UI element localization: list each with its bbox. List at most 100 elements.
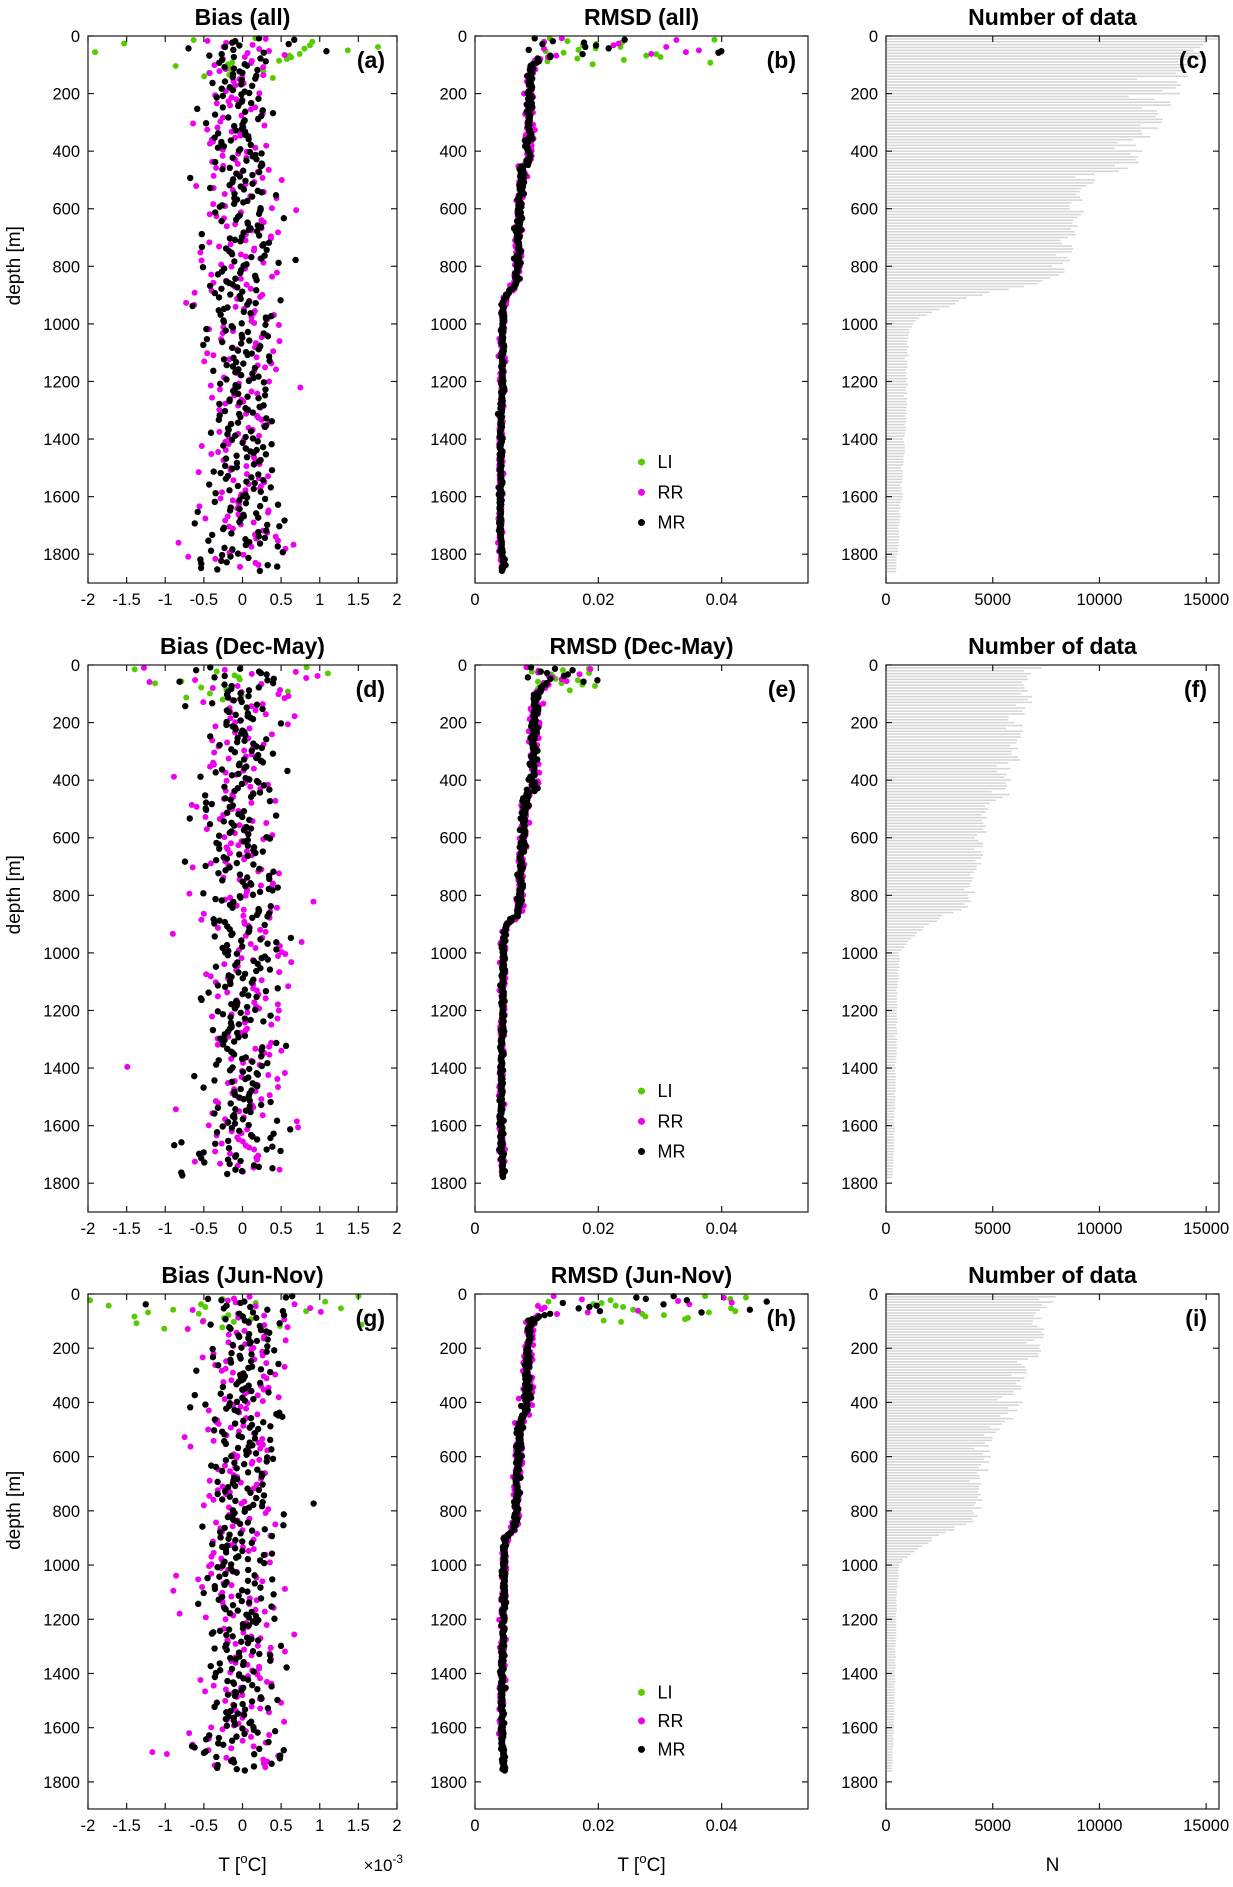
svg-text:0: 0 (881, 1220, 890, 1238)
svg-text:0: 0 (869, 28, 878, 46)
panel-h: RMSD (Jun-Nov) LI RR MR 0 0.02 0.04 0 200 400 600… (411, 1258, 822, 1887)
panel-d-plot: -2 -1.5 -1 -0.5 0 0.5 1 1.5 2 0 200 400 600 800 1000 12… (4, 657, 402, 1238)
svg-text:1800: 1800 (430, 1774, 467, 1792)
svg-text:600: 600 (850, 1449, 878, 1467)
svg-text:1200: 1200 (430, 1611, 467, 1629)
svg-text:1800: 1800 (430, 1175, 467, 1193)
svg-text:1200: 1200 (430, 373, 467, 391)
svg-text:1800: 1800 (430, 546, 467, 564)
svg-text:1600: 1600 (43, 1720, 80, 1738)
svg-text:0.5: 0.5 (270, 1817, 293, 1835)
svg-text:600: 600 (850, 201, 878, 219)
svg-text:1: 1 (315, 1817, 324, 1835)
svg-text:200: 200 (439, 715, 467, 733)
svg-text:0: 0 (458, 657, 467, 675)
svg-text:×10-3: ×10-3 (364, 1852, 404, 1875)
panel-i-title: Number of data (968, 1262, 1137, 1288)
svg-text:1000: 1000 (43, 945, 80, 963)
svg-text:1: 1 (315, 1220, 324, 1238)
svg-text:1800: 1800 (43, 1774, 80, 1792)
svg-text:1000: 1000 (841, 316, 878, 334)
svg-text:0: 0 (881, 591, 890, 609)
svg-text:0: 0 (458, 28, 467, 46)
svg-text:1400: 1400 (430, 1060, 467, 1078)
svg-text:200: 200 (439, 86, 467, 104)
svg-text:15000: 15000 (1183, 1817, 1229, 1835)
svg-text:400: 400 (850, 772, 878, 790)
svg-text:200: 200 (52, 86, 80, 104)
svg-text:600: 600 (52, 1449, 80, 1467)
panel-e-plot: LI RR MR 0 0.02 0.04 0 200 400 600 800 1000 1200 1400… (430, 657, 809, 1238)
svg-text:400: 400 (850, 143, 878, 161)
panel-b-plot: LI RR MR 0 0.02 0.04 0 200 400 600 800 1000 1200 1400… (430, 28, 809, 609)
svg-text:-1: -1 (158, 591, 173, 609)
svg-text:15000: 15000 (1183, 1220, 1229, 1238)
panel-a-title: Bias (all) (194, 4, 291, 30)
svg-text:(h): (h) (767, 1305, 796, 1331)
svg-text:800: 800 (850, 1503, 878, 1521)
svg-text:0: 0 (238, 1220, 247, 1238)
svg-text:400: 400 (439, 143, 467, 161)
panel-g-title: Bias (Jun-Nov) (161, 1262, 324, 1288)
svg-text:0: 0 (71, 1286, 80, 1304)
svg-text:1200: 1200 (430, 1002, 467, 1020)
svg-text:1400: 1400 (430, 1665, 467, 1683)
svg-text:1800: 1800 (43, 546, 80, 564)
svg-text:-0.5: -0.5 (190, 591, 218, 609)
svg-text:1400: 1400 (43, 1665, 80, 1683)
svg-text:1600: 1600 (43, 489, 80, 507)
svg-text:600: 600 (439, 830, 467, 848)
svg-text:1.5: 1.5 (347, 591, 370, 609)
svg-text:1000: 1000 (841, 945, 878, 963)
svg-text:1.5: 1.5 (347, 1817, 370, 1835)
panel-h-title: RMSD (Jun-Nov) (550, 1262, 733, 1288)
svg-text:800: 800 (52, 258, 80, 276)
svg-text:1000: 1000 (430, 1557, 467, 1575)
svg-text:200: 200 (439, 1340, 467, 1358)
svg-text:2: 2 (392, 591, 401, 609)
svg-text:1400: 1400 (43, 431, 80, 449)
svg-text:0: 0 (869, 1286, 878, 1304)
svg-text:1000: 1000 (43, 316, 80, 334)
panel-c-plot: 0 5000 10000 15000 0 200 400 600 800 1000 1200 1400… (841, 28, 1229, 609)
svg-text:800: 800 (850, 887, 878, 905)
svg-text:800: 800 (52, 887, 80, 905)
svg-text:T [oC]: T [oC] (218, 1851, 266, 1876)
svg-text:(g): (g) (356, 1305, 385, 1331)
svg-text:1000: 1000 (43, 1557, 80, 1575)
svg-text:0: 0 (470, 1817, 479, 1835)
svg-text:-2: -2 (81, 1220, 96, 1238)
svg-text:1400: 1400 (841, 431, 878, 449)
svg-text:1800: 1800 (43, 1175, 80, 1193)
svg-text:0: 0 (470, 591, 479, 609)
svg-text:1400: 1400 (841, 1060, 878, 1078)
svg-text:0.5: 0.5 (270, 1220, 293, 1238)
svg-text:RR: RR (658, 1711, 684, 1731)
panel-d: Bias (Dec-May) -2 -1.5 -1 -0.5 0 0.5 1 1.5 2 0 200… (0, 629, 411, 1258)
svg-text:0.5: 0.5 (270, 591, 293, 609)
svg-text:800: 800 (439, 258, 467, 276)
svg-text:(a): (a) (357, 47, 385, 73)
svg-text:depth [m]: depth [m] (4, 1471, 25, 1550)
svg-text:2: 2 (392, 1817, 401, 1835)
svg-text:LI: LI (658, 452, 673, 472)
svg-text:0.02: 0.02 (582, 591, 614, 609)
svg-text:1800: 1800 (841, 546, 878, 564)
svg-text:1200: 1200 (43, 1002, 80, 1020)
svg-text:0: 0 (71, 657, 80, 675)
svg-text:1600: 1600 (43, 1118, 80, 1136)
svg-text:(c): (c) (1179, 47, 1207, 73)
svg-text:-0.5: -0.5 (190, 1817, 218, 1835)
svg-text:1400: 1400 (43, 1060, 80, 1078)
svg-text:1600: 1600 (841, 1118, 878, 1136)
panel-b: RMSD (all) LI RR MR 0 0.02 0.04 0 200 400 600 800 1… (411, 0, 822, 629)
svg-text:0.04: 0.04 (706, 591, 738, 609)
svg-text:400: 400 (439, 1394, 467, 1412)
svg-text:600: 600 (850, 830, 878, 848)
svg-text:(i): (i) (1185, 1305, 1207, 1331)
svg-text:1400: 1400 (841, 1665, 878, 1683)
svg-text:400: 400 (52, 1394, 80, 1412)
panel-b-title: RMSD (all) (584, 4, 699, 30)
svg-text:1.5: 1.5 (347, 1220, 370, 1238)
